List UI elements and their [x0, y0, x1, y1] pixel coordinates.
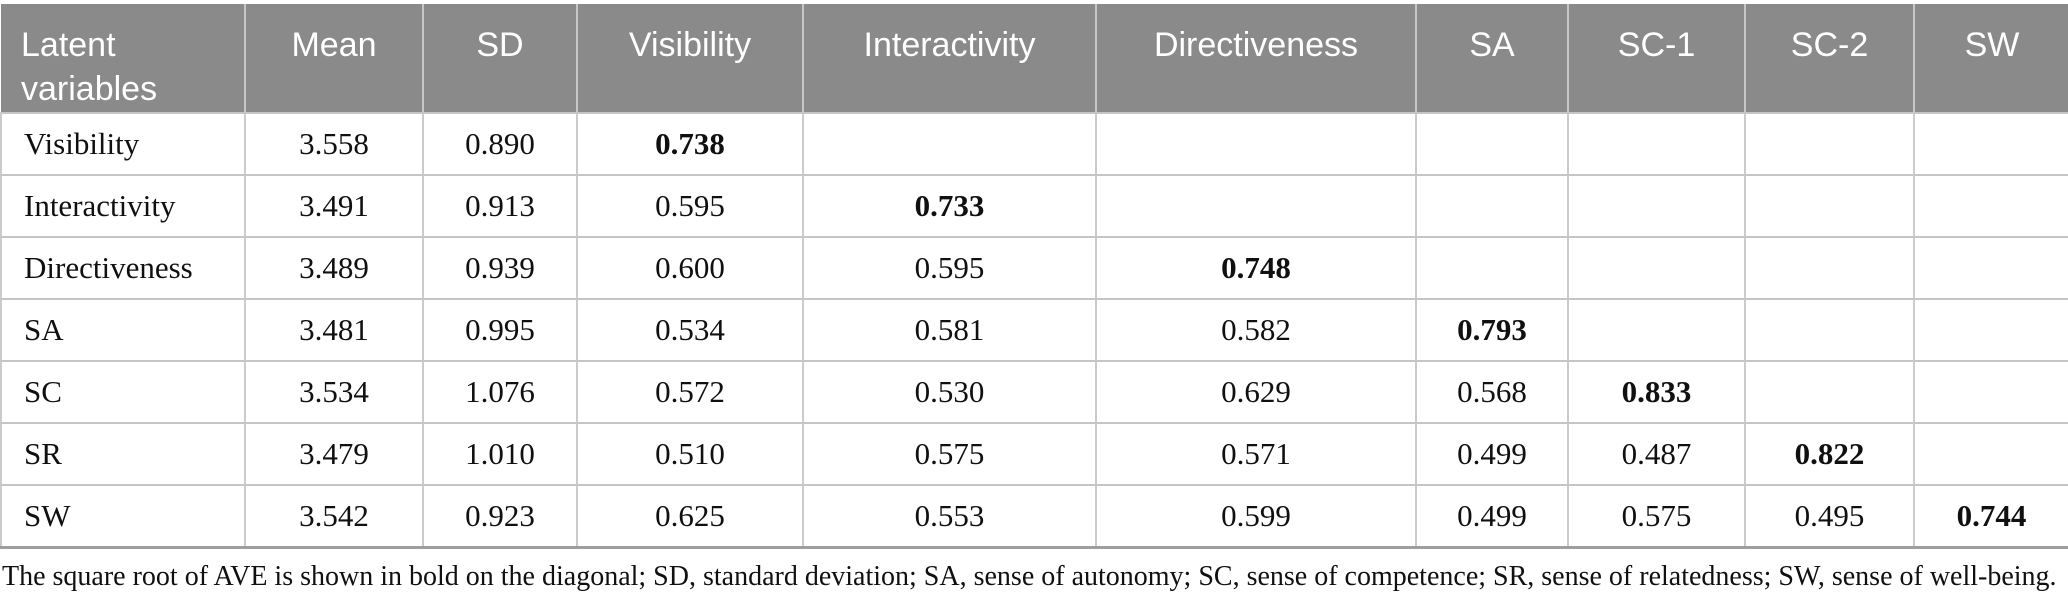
table-cell-diagonal: 0.738 — [576, 112, 804, 177]
col-header-visibility: Visibility — [576, 4, 804, 114]
table-cell: 0.575 — [1567, 485, 1746, 549]
row-label: Interactivity — [0, 175, 246, 239]
table-cell-diagonal: 0.733 — [802, 175, 1097, 239]
table-cell: 0.510 — [576, 423, 804, 487]
table-cell: 1.076 — [422, 361, 578, 425]
row-label: SA — [0, 299, 246, 363]
table-row-sa: SA 3.481 0.995 0.534 0.581 0.582 0.793 — [0, 299, 2068, 363]
table-cell — [1744, 299, 1915, 363]
table-row-visibility: Visibility 3.558 0.890 0.738 — [0, 112, 2068, 177]
table-cell-diagonal: 0.833 — [1567, 361, 1746, 425]
table-cell: 3.534 — [244, 361, 424, 425]
col-header-sw: SW — [1913, 4, 2068, 114]
table-cell: 0.530 — [802, 361, 1097, 425]
table-cell: 0.571 — [1095, 423, 1417, 487]
table-cell: 0.595 — [802, 237, 1097, 301]
table-cell — [1744, 112, 1915, 177]
row-label: SR — [0, 423, 246, 487]
table-cell: 0.939 — [422, 237, 578, 301]
table-cell: 0.581 — [802, 299, 1097, 363]
row-label: SC — [0, 361, 246, 425]
table-cell: 3.491 — [244, 175, 424, 239]
table-cell: 1.010 — [422, 423, 578, 487]
table-cell: 0.568 — [1415, 361, 1569, 425]
table-cell — [1744, 361, 1915, 425]
table-cell — [1913, 112, 2068, 177]
row-label: SW — [0, 485, 246, 549]
col-header-sc-1: SC-1 — [1567, 4, 1746, 114]
table-row-sr: SR 3.479 1.010 0.510 0.575 0.571 0.499 0… — [0, 423, 2068, 487]
table-cell — [1567, 112, 1746, 177]
col-header-latent-variables: Latent variables — [1, 4, 246, 114]
row-label: Visibility — [0, 112, 246, 177]
row-label: Directiveness — [0, 237, 246, 301]
col-header-mean: Mean — [244, 4, 424, 114]
table-cell — [1913, 299, 2068, 363]
table-cell: 0.890 — [422, 112, 578, 177]
table-cell — [1567, 237, 1746, 301]
table-cell: 0.995 — [422, 299, 578, 363]
table-cell: 0.534 — [576, 299, 804, 363]
table-cell-diagonal: 0.793 — [1415, 299, 1569, 363]
table-cell — [802, 112, 1097, 177]
col-header-sd: SD — [422, 4, 578, 114]
table-row-sc: SC 3.534 1.076 0.572 0.530 0.629 0.568 0… — [0, 361, 2068, 425]
table-cell: 0.499 — [1415, 485, 1569, 549]
table-cell-diagonal: 0.822 — [1744, 423, 1915, 487]
table-body: Visibility 3.558 0.890 0.738 Interactivi… — [0, 112, 2068, 549]
table-header: Latent variables Mean SD Visibility Inte… — [1, 4, 2068, 114]
table-cell — [1415, 175, 1569, 239]
table-cell: 0.572 — [576, 361, 804, 425]
table-cell: 0.582 — [1095, 299, 1417, 363]
table-cell: 3.558 — [244, 112, 424, 177]
table-cell: 0.923 — [422, 485, 578, 549]
table-cell: 3.479 — [244, 423, 424, 487]
table-cell — [1744, 237, 1915, 301]
table-cell: 0.487 — [1567, 423, 1746, 487]
col-header-sc-2: SC-2 — [1744, 4, 1915, 114]
table-cell-diagonal: 0.748 — [1095, 237, 1417, 301]
table-cell: 0.629 — [1095, 361, 1417, 425]
table-cell: 0.913 — [422, 175, 578, 239]
table-cell — [1415, 237, 1569, 301]
table-cell — [1095, 112, 1417, 177]
table-cell: 0.495 — [1744, 485, 1915, 549]
table-cell — [1744, 175, 1915, 239]
table-cell: 0.553 — [802, 485, 1097, 549]
table-cell — [1095, 175, 1417, 239]
table-cell — [1913, 175, 2068, 239]
table-cell: 0.600 — [576, 237, 804, 301]
table-cell: 3.481 — [244, 299, 424, 363]
table-cell: 0.575 — [802, 423, 1097, 487]
table-cell: 3.542 — [244, 485, 424, 549]
table-footnote: The square root of AVE is shown in bold … — [2, 560, 2057, 592]
table-cell: 0.595 — [576, 175, 804, 239]
table-cell — [1567, 175, 1746, 239]
table-cell: 0.599 — [1095, 485, 1417, 549]
correlation-matrix-table: Latent variables Mean SD Visibility Inte… — [0, 4, 2068, 549]
col-header-directiveness: Directiveness — [1095, 4, 1417, 114]
table-row-sw: SW 3.542 0.923 0.625 0.553 0.599 0.499 0… — [0, 485, 2068, 549]
table-cell — [1913, 423, 2068, 487]
table-cell — [1415, 112, 1569, 177]
table-cell: 3.489 — [244, 237, 424, 301]
col-header-sa: SA — [1415, 4, 1569, 114]
header-row: Latent variables Mean SD Visibility Inte… — [1, 4, 2068, 114]
table-cell — [1913, 361, 2068, 425]
table-cell: 0.499 — [1415, 423, 1569, 487]
table-row-interactivity: Interactivity 3.491 0.913 0.595 0.733 — [0, 175, 2068, 239]
table-row-directiveness: Directiveness 3.489 0.939 0.600 0.595 0.… — [0, 237, 2068, 301]
table-cell: 0.625 — [576, 485, 804, 549]
table-cell — [1567, 299, 1746, 363]
table-cell-diagonal: 0.744 — [1913, 485, 2068, 549]
table-cell — [1913, 237, 2068, 301]
col-header-interactivity: Interactivity — [802, 4, 1097, 114]
